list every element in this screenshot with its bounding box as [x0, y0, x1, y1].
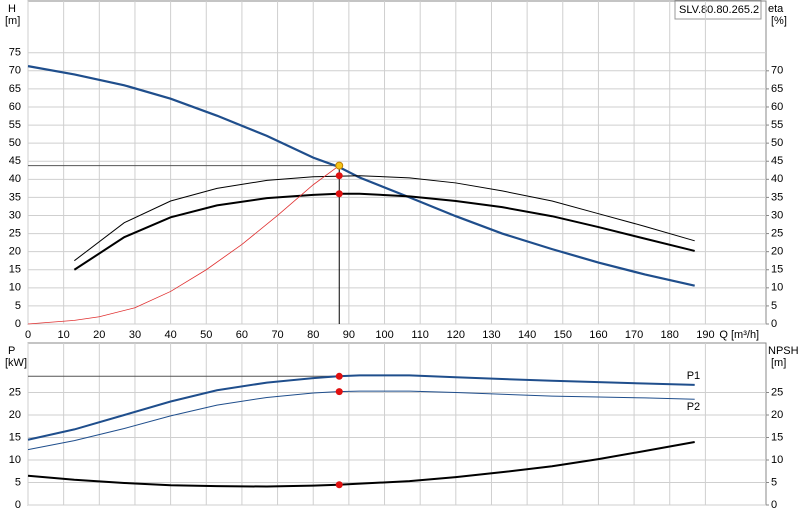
y2-tick-label: 35	[771, 191, 783, 203]
y-tick-label: 25	[9, 386, 21, 398]
y-tick-label: 55	[9, 119, 21, 131]
x-tick-label: 80	[307, 329, 319, 341]
series-label: P2	[687, 401, 700, 413]
y-tick-label: 20	[9, 409, 21, 421]
x-tick-label: 50	[200, 329, 212, 341]
y-tick-label: 10	[9, 454, 21, 466]
title-box	[674, 0, 762, 20]
y2-tick-label: 0	[771, 499, 777, 511]
y2-tick-label: 30	[771, 209, 783, 221]
y2-tick-label: 55	[771, 119, 783, 131]
y-tick-label: 75	[9, 47, 21, 59]
y-tick-label: 10	[9, 282, 21, 294]
x-tick-label: 110	[411, 329, 429, 341]
y-tick-label: 70	[9, 65, 21, 77]
y-tick-label: 35	[9, 191, 21, 203]
operating-point	[335, 172, 343, 180]
x-tick-label: 60	[236, 329, 248, 341]
x-tick-label: 20	[93, 329, 105, 341]
curve	[27, 65, 695, 287]
y2-tick-label: 0	[771, 318, 777, 330]
operating-point	[335, 388, 343, 396]
x-tick-label: 40	[164, 329, 176, 341]
x-axis-label: Q [m³/h]	[719, 329, 759, 341]
curve	[27, 165, 340, 325]
x-tick-label: 120	[447, 329, 465, 341]
y2-tick-label: 15	[771, 431, 783, 443]
chart-title: SLV.80.80.265.2	[679, 4, 759, 16]
curve	[27, 390, 695, 451]
x-tick-label: 160	[589, 329, 607, 341]
plot-frame	[27, 342, 767, 506]
y2-tick-label: 25	[771, 386, 783, 398]
y2-tick-label: 65	[771, 83, 783, 95]
y-tick-label: 15	[9, 431, 21, 443]
y2-tick-label: 60	[771, 101, 783, 113]
x-tick-label: 190	[696, 329, 714, 341]
y2-axis-unit: [m]	[771, 357, 786, 369]
curve	[74, 175, 695, 262]
y2-axis-unit: [%]	[771, 15, 787, 27]
operating-point	[335, 190, 343, 198]
y2-tick-label: 10	[771, 454, 783, 466]
x-tick-label: 180	[661, 329, 679, 341]
y2-tick-label: 70	[771, 65, 783, 77]
y2-tick-label: 20	[771, 246, 783, 258]
operating-point	[335, 161, 344, 170]
y-axis-unit: [kW]	[5, 357, 27, 369]
y2-tick-label: 25	[771, 227, 783, 239]
y2-tick-label: 10	[771, 282, 783, 294]
y2-tick-label: 50	[771, 137, 783, 149]
y-tick-label: 60	[9, 101, 21, 113]
x-tick-label: 0	[25, 329, 31, 341]
y-tick-label: 30	[9, 209, 21, 221]
y-tick-label: 65	[9, 83, 21, 95]
series-label: P1	[687, 370, 700, 382]
y-axis-unit: [m]	[5, 15, 20, 27]
y-tick-label: 0	[15, 499, 21, 511]
x-tick-label: 140	[518, 329, 536, 341]
y-tick-label: 25	[9, 227, 21, 239]
y-axis-label: H	[8, 3, 16, 15]
y-tick-label: 5	[15, 300, 21, 312]
curve	[27, 374, 695, 441]
x-tick-label: 100	[375, 329, 393, 341]
y-tick-label: 50	[9, 137, 21, 149]
y-tick-label: 15	[9, 264, 21, 276]
x-tick-label: 10	[58, 329, 70, 341]
x-tick-label: 150	[554, 329, 572, 341]
y-tick-label: 5	[15, 476, 21, 488]
y-tick-label: 45	[9, 155, 21, 167]
x-tick-label: 170	[625, 329, 643, 341]
y2-tick-label: 45	[771, 155, 783, 167]
curve	[73, 192, 695, 271]
y-tick-label: 40	[9, 173, 21, 185]
y2-tick-label: 5	[771, 300, 777, 312]
y-tick-label: 0	[15, 318, 21, 330]
y2-tick-label: 15	[771, 264, 783, 276]
x-tick-label: 70	[271, 329, 283, 341]
x-tick-label: 130	[482, 329, 500, 341]
y2-tick-label: 5	[771, 476, 777, 488]
y2-axis-label: eta	[768, 3, 784, 15]
y2-tick-label: 20	[771, 409, 783, 421]
x-tick-label: 90	[343, 329, 355, 341]
y-axis-label: P	[8, 345, 15, 357]
operating-point	[335, 372, 343, 380]
y2-tick-label: 40	[771, 173, 783, 185]
y-tick-label: 20	[9, 246, 21, 258]
curve	[27, 441, 695, 488]
x-tick-label: 30	[129, 329, 141, 341]
plot-frame	[27, 0, 767, 325]
y2-axis-label: NPSH	[768, 345, 799, 357]
operating-point	[335, 481, 343, 489]
